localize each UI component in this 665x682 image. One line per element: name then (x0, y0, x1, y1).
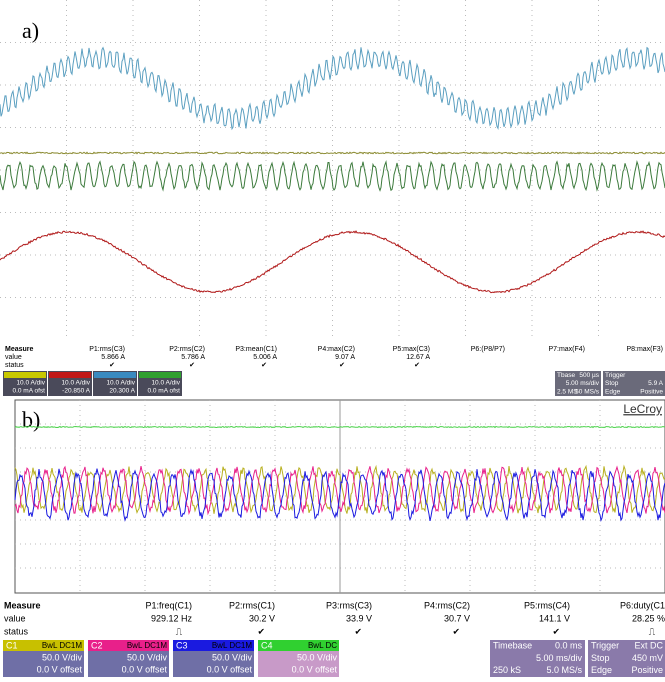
status-text: Positive (631, 665, 663, 675)
channel-name: C4 (261, 640, 273, 650)
status-text: Ext DC (634, 641, 663, 651)
channel-name: C1 (6, 640, 18, 650)
measure-heading: Measure (5, 346, 34, 353)
channel-offset: 0.0 V offset (37, 664, 83, 674)
measure-name: P4:rms(C2) (424, 600, 470, 610)
channel-scale: 10.0 A/div (106, 380, 135, 387)
measure-value: 30.2 V (249, 613, 275, 623)
status-text: 5.00 ms/div (566, 380, 600, 387)
channel-coupling: BwL DC1M (127, 641, 167, 650)
status-text: 500 µs (579, 372, 599, 379)
channel-scale: 10.0 A/div (151, 380, 180, 387)
measure-value: 5.006 A (253, 354, 277, 361)
measure-status: ✔ (109, 362, 115, 369)
status-text: 250 kS (493, 665, 521, 675)
channel-offset: 20.300 A (109, 388, 135, 395)
status-text: Stop (605, 380, 619, 387)
status-text: 50 MS/s (575, 389, 600, 396)
measure-name: P4:max(C2) (318, 346, 355, 353)
channel-badge (139, 372, 181, 378)
channel-name: C2 (91, 640, 103, 650)
measure-value: 5.866 A (101, 354, 125, 361)
measure-status: ✔ (261, 362, 267, 369)
status-text: 0.0 ms (555, 641, 583, 651)
row-label: value (4, 613, 26, 623)
measure-value: 141.1 V (539, 613, 570, 623)
measure-status: ✔ (414, 362, 420, 369)
measure-value: 12.67 A (406, 354, 430, 361)
status-text: Edge (591, 665, 612, 675)
panel-label: a) (22, 18, 39, 43)
measure-value: 5.786 A (181, 354, 205, 361)
measure-value: 33.9 V (346, 613, 372, 623)
status-text: 5.00 ms/div (536, 653, 583, 663)
measure-status: ✔ (354, 626, 362, 636)
channel-offset: 0.0 mA ofst (147, 388, 180, 395)
measure-status: ⎍ (176, 626, 183, 636)
channel-badge (94, 372, 136, 378)
measure-name: P7:max(F4) (548, 346, 585, 353)
measure-name: P6:(P8/P7) (471, 346, 505, 353)
measure-name: P2:rms(C2) (169, 346, 205, 353)
measure-name: P5:rms(C4) (524, 600, 570, 610)
channel-name: C3 (176, 640, 188, 650)
brand: LeCroy (623, 402, 662, 416)
channel-scale: 50.0 V/div (127, 652, 168, 662)
channel-badge (4, 372, 46, 378)
measure-value: 929.12 Hz (151, 613, 193, 623)
status-text: Trigger (605, 372, 626, 379)
measure-name: P3:mean(C1) (235, 346, 277, 353)
status-text: Positive (640, 389, 663, 396)
channel-coupling: BwL DC1M (42, 641, 82, 650)
status-text: 450 mV (632, 653, 663, 663)
row-label: value (5, 354, 22, 361)
channel-badge (49, 372, 91, 378)
channel-offset: 0.0 V offset (207, 664, 253, 674)
measure-status: ✔ (339, 362, 345, 369)
row-label: status (5, 362, 24, 369)
row-label: status (4, 626, 29, 636)
channel-coupling: BwL DC1M (212, 641, 252, 650)
channel-offset: 0.0 V offset (122, 664, 168, 674)
status-text: Trigger (591, 641, 619, 651)
channel-offset: 0.0 mA ofst (12, 388, 45, 395)
status-text: 5.0 MS/s (546, 665, 582, 675)
measure-name: P2:rms(C1) (229, 600, 275, 610)
measure-name: P8:max(F3) (626, 346, 663, 353)
measure-value: 30.7 V (444, 613, 470, 623)
panel-label: b) (22, 407, 40, 432)
status-text: Tbase (557, 372, 575, 379)
measure-status: ✔ (552, 626, 560, 636)
channel-offset: -20.850 A (62, 388, 90, 395)
status-text: 5.9 A (648, 380, 663, 387)
measure-status: ✔ (189, 362, 195, 369)
status-text: Timebase (493, 641, 532, 651)
measure-value: 28.25 % (632, 613, 665, 623)
status-text: Edge (605, 389, 621, 396)
measure-name: P5:max(C3) (393, 346, 430, 353)
measure-name: P1:freq(C1) (145, 600, 192, 610)
measure-heading: Measure (4, 600, 41, 610)
channel-scale: 10.0 A/div (61, 380, 90, 387)
channel-coupling: BwL DC (308, 641, 337, 650)
channel-scale: 10.0 A/div (16, 380, 45, 387)
measure-name: P3:rms(C3) (326, 600, 372, 610)
measure-status: ⎍ (649, 626, 656, 636)
channel-offset: 0.0 V offset (292, 664, 338, 674)
measure-name: P1:rms(C3) (89, 346, 125, 353)
measure-status: ✔ (452, 626, 460, 636)
channel-scale: 50.0 V/div (42, 652, 83, 662)
measure-name: P6:duty(C1 (620, 600, 665, 610)
measure-status: ✔ (257, 626, 265, 636)
channel-scale: 50.0 V/div (212, 652, 253, 662)
screenshot: a) b) LeCroy MeasurevaluestatusP1:rms(C3… (0, 0, 665, 677)
channel-scale: 50.0 V/div (297, 652, 338, 662)
status-text: Stop (591, 653, 610, 663)
measure-value: 9.07 A (335, 354, 355, 361)
